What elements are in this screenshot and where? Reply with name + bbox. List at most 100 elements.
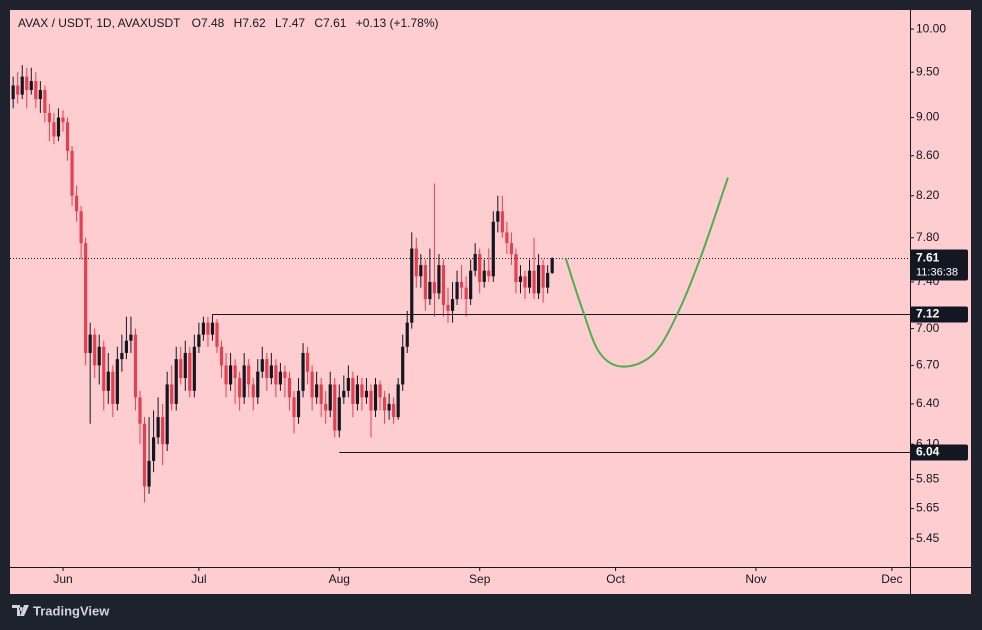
candle-body [441, 265, 446, 305]
candle-body [197, 334, 201, 347]
candle-body [251, 384, 255, 398]
candle-body [11, 85, 15, 100]
candle-body [219, 346, 224, 366]
candle-body [170, 384, 174, 404]
candle-body [174, 359, 178, 404]
candle-body [546, 272, 550, 288]
candle-body [233, 365, 237, 379]
candle-body [319, 384, 323, 404]
candle-body [106, 371, 110, 391]
candle-body [147, 460, 151, 487]
candle-body [115, 359, 119, 404]
candle-body [47, 112, 52, 123]
symbol-header: AVAX / USDT, 1D, AVAXUSDT O7.48 H7.62 L7… [18, 16, 439, 30]
brand-name: TradingView [33, 603, 110, 618]
countdown: 11:36:38 [916, 266, 958, 278]
candle-body [25, 76, 29, 91]
candle-body [124, 340, 129, 353]
candle-body [536, 265, 541, 294]
close-value: C7.61 [314, 16, 346, 30]
candle-body [188, 352, 192, 391]
y-tick-label: 6.40 [916, 396, 940, 410]
symbol: AVAX / USDT, 1D, AVAXUSDT [18, 16, 181, 30]
y-tick-label: 8.60 [916, 148, 940, 162]
candles [11, 65, 554, 503]
candle-body [405, 322, 409, 347]
x-tick-label: Oct [606, 572, 625, 586]
candle-body [378, 384, 382, 398]
candle-body [129, 334, 133, 341]
candle-body [256, 371, 260, 398]
candle-body [410, 248, 414, 323]
candle-body [432, 281, 437, 294]
candle-body [518, 276, 523, 282]
candle-body [487, 270, 491, 277]
y-tick-label: 7.00 [916, 321, 940, 335]
level-tag-label: 7.12 [916, 307, 940, 321]
candle-body [514, 254, 518, 282]
candle-body [192, 346, 196, 391]
x-tick-label: Nov [745, 572, 766, 586]
change-value: +0.13 (+1.78%) [356, 16, 439, 30]
candle-body [228, 365, 233, 385]
candle-body [364, 390, 369, 398]
candle-body [301, 352, 305, 391]
candle-body [179, 359, 183, 379]
candle-body [446, 304, 450, 311]
candle-body [491, 221, 495, 277]
candle-body [111, 371, 115, 404]
candle-body [206, 322, 210, 335]
candle-body [16, 85, 20, 95]
candle-body [133, 334, 138, 398]
y-tick-label: 5.45 [916, 531, 940, 545]
candle-body [423, 265, 427, 300]
candle-body [401, 346, 405, 385]
candle-body [238, 378, 242, 398]
level-tag [910, 306, 968, 323]
candle-body [532, 270, 536, 294]
last-price-tag [910, 249, 968, 281]
candle-body [93, 334, 97, 366]
candle-body [414, 248, 418, 277]
candle-body [550, 258, 554, 273]
candle-body [387, 403, 391, 411]
candle-body [346, 378, 350, 391]
candle-body [43, 90, 47, 113]
chart-panel [10, 10, 971, 594]
candle-body [56, 117, 61, 137]
candle-body [165, 384, 169, 445]
candle-body [382, 397, 387, 411]
candle-body [396, 384, 400, 418]
low-value: L7.47 [275, 16, 305, 30]
level-tag-label: 6.04 [916, 445, 940, 459]
candle-body [351, 378, 355, 404]
candle-body [34, 81, 38, 100]
candle-body [20, 76, 24, 95]
candle-body [265, 359, 269, 379]
candle-body [305, 352, 310, 372]
candle-body [161, 417, 165, 445]
candle-body [65, 122, 70, 151]
candle-body [142, 423, 147, 487]
candle-body [138, 397, 142, 424]
projection-curve [564, 177, 729, 368]
x-tick-label: Jun [53, 572, 72, 586]
candle-body [315, 384, 319, 398]
candle-body [373, 384, 378, 411]
y-tick-label: 9.00 [916, 110, 940, 124]
candle-body [369, 390, 373, 411]
candle-body [52, 122, 56, 137]
candle-body [120, 352, 124, 360]
brand-logo: TradingView [12, 603, 110, 618]
candle-body [324, 403, 328, 411]
candle-body [38, 90, 42, 100]
y-tick-label: 8.20 [916, 188, 940, 202]
brand-icon [12, 605, 29, 616]
candle-body [337, 397, 341, 431]
y-tick-label: 10.00 [916, 21, 946, 35]
candle-body [151, 437, 156, 461]
candle-body [392, 403, 396, 418]
candle-body [455, 281, 459, 300]
candle-body [333, 384, 337, 431]
